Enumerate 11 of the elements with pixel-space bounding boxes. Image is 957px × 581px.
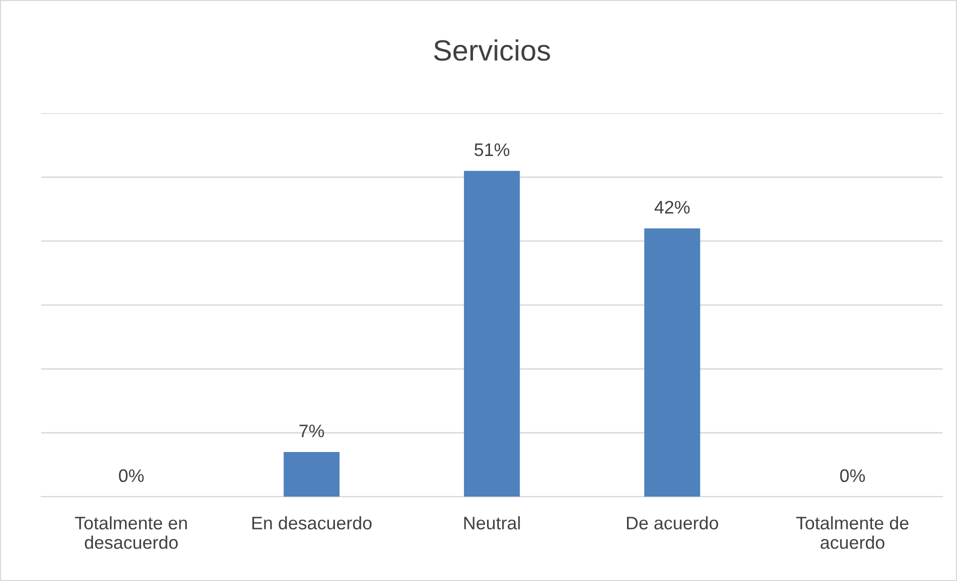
x-tick-label: De acuerdo	[627, 516, 718, 530]
x-tick-label: Neutral	[464, 516, 520, 530]
data-label: 7%	[299, 424, 324, 438]
x-tick-label: En desacuerdo	[252, 516, 372, 530]
x-tick-label: Totalmente de acuerdo	[796, 516, 908, 549]
data-label: 51%	[474, 143, 510, 156]
chart-title: Servicios	[434, 39, 550, 61]
data-label: 0%	[840, 469, 865, 482]
x-tick-label: Totalmente en desacuerdo	[75, 516, 187, 549]
data-label: 0%	[118, 469, 144, 482]
data-label: 42%	[654, 200, 690, 214]
